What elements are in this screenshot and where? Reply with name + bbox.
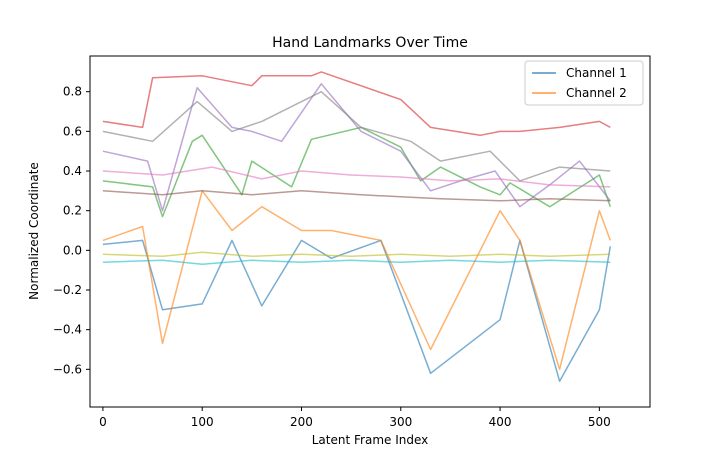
series-line-6 <box>102 190 611 202</box>
y-tick-label: 0.8 <box>63 85 82 99</box>
chart-title: Hand Landmarks Over Time <box>272 35 468 51</box>
x-tick-label: 200 <box>290 415 313 429</box>
x-axis-label: Latent Frame Index <box>312 433 429 447</box>
y-axis-label: Normalized Coordinate <box>27 162 41 300</box>
x-tick-label: 0 <box>99 415 107 429</box>
series-line-4 <box>102 71 611 137</box>
axes-layer: 0 100 200 300 400 500 −0.6 −0.4 −0.2 0.0 0.2 0.4 0.6… <box>53 55 651 429</box>
series-line-1 <box>102 239 612 382</box>
y-tick-label: 0.2 <box>63 204 82 218</box>
legend-label-channel-2: Channel 2 <box>566 86 627 100</box>
series-line-10 <box>102 259 611 265</box>
series-line-9 <box>102 251 611 258</box>
series-line-8 <box>102 90 611 182</box>
y-tick-label: 0.6 <box>63 124 82 138</box>
x-tick-label: 300 <box>389 415 412 429</box>
y-tick-label: 0.4 <box>63 164 82 178</box>
legend: Channel 1 Channel 2 <box>524 60 644 106</box>
y-tick-label: −0.4 <box>53 323 82 337</box>
series-line-7 <box>102 166 611 188</box>
series-line-2 <box>102 190 612 371</box>
y-tick-label: −0.2 <box>53 283 82 297</box>
x-tick-label: 400 <box>489 415 512 429</box>
y-tick-label: 0.0 <box>63 243 82 257</box>
series-layer <box>102 71 612 382</box>
legend-box <box>524 60 644 106</box>
y-tick-label: −0.6 <box>53 362 82 376</box>
legend-label-channel-1: Channel 1 <box>566 66 627 80</box>
plot-frame <box>89 55 651 408</box>
x-tick-label: 100 <box>191 415 214 429</box>
x-tick-label: 500 <box>588 415 611 429</box>
